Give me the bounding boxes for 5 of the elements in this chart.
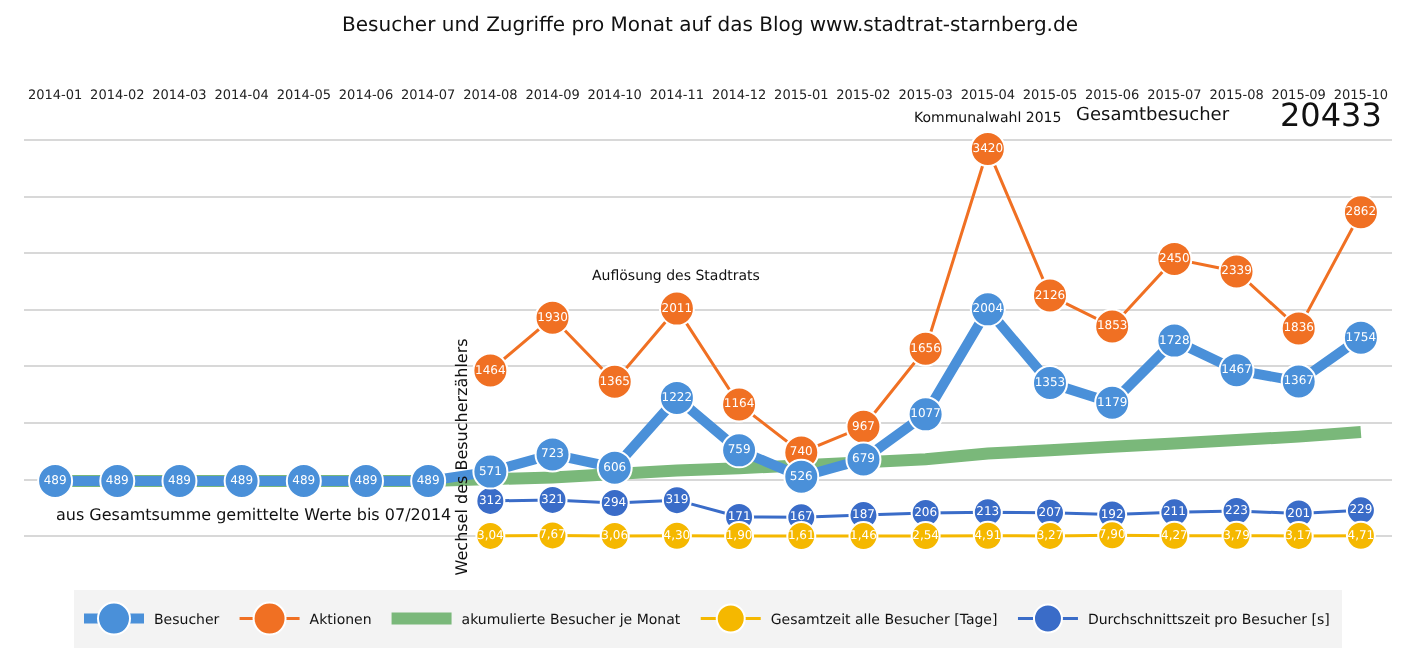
annotation: Wechsel des Besucherzählers [453, 338, 472, 576]
text: Gesamtbesucher [1076, 106, 1230, 126]
text: 20433 [1280, 96, 1382, 134]
annotation: aus Gesamtsumme gemittelte Werte bis 07/2014 [56, 506, 452, 524]
chart-title: Besucher und Zugriffe pro Monat auf das Blog www.stadtrat-starnberg.de [342, 14, 1078, 37]
